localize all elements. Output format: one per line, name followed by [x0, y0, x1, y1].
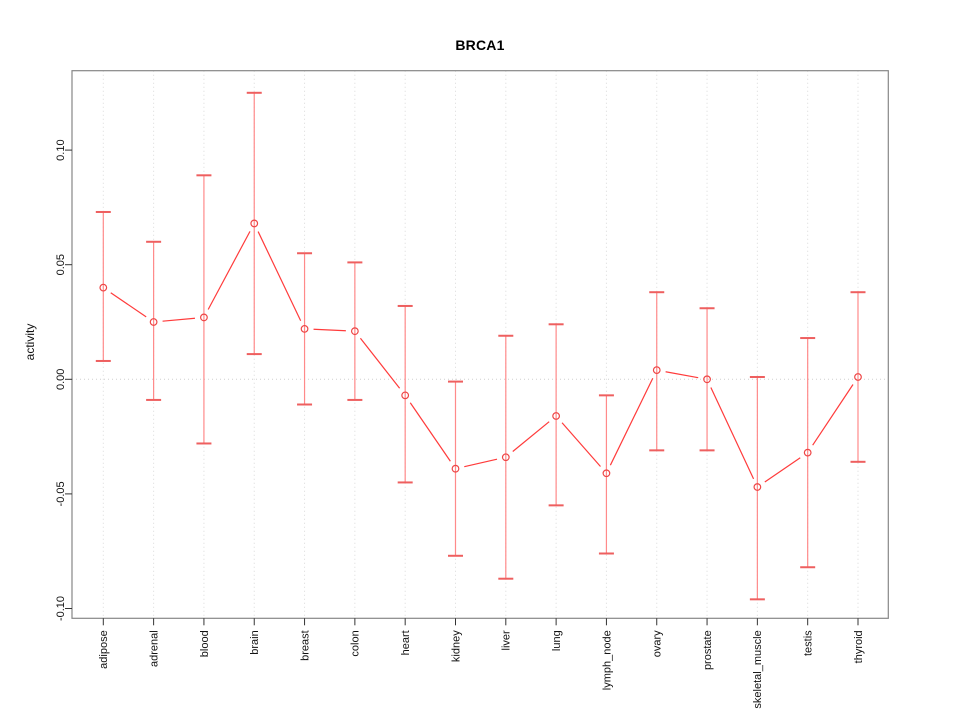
data-point [401, 391, 410, 400]
data-line [110, 231, 854, 483]
data-point [803, 448, 812, 457]
y-tick-label: 0.00 [55, 369, 67, 390]
x-tick-label: heart [400, 630, 412, 655]
x-tick-label: liver [501, 630, 513, 651]
y-axis: -0.10 -0.05 0.00 0.05 0.10 [55, 139, 72, 621]
data-point [602, 469, 611, 478]
error-bars [95, 91, 866, 601]
x-tick-label: lung [551, 630, 563, 651]
x-tick-label: thyroid [853, 630, 865, 663]
data-point [99, 283, 108, 292]
data-point [250, 219, 259, 228]
y-tick-label: 0.05 [55, 254, 67, 275]
x-tick-label: ovary [652, 630, 664, 657]
x-tick-label: kidney [450, 630, 462, 662]
y-tick-label: -0.05 [55, 481, 67, 506]
data-point [854, 373, 862, 381]
data-point [149, 318, 158, 326]
plot-title: BRCA1 [455, 37, 505, 53]
x-tick-label: adipose [98, 630, 110, 669]
data-point [753, 483, 762, 491]
y-tick-label: -0.10 [55, 596, 67, 621]
x-tick-label: breast [299, 630, 311, 661]
gridlines [72, 70, 889, 619]
data-point [451, 464, 460, 473]
data-point [501, 453, 510, 462]
x-tick-label: prostate [702, 630, 714, 670]
x-tick-label: colon [350, 630, 362, 656]
data-point [300, 324, 309, 333]
y-tick-label: 0.10 [55, 139, 67, 160]
data-point [552, 412, 561, 420]
x-tick-label: brain [249, 630, 261, 654]
data-point [200, 313, 208, 322]
data-point [652, 366, 661, 375]
x-tick-label: lymph_node [601, 630, 613, 690]
x-tick-label: skeletal_muscle [752, 630, 764, 708]
x-tick-label: adrenal [148, 630, 160, 667]
data-point [703, 375, 711, 384]
x-tick-label: testis [803, 630, 815, 656]
data-point [350, 327, 359, 336]
x-axis: adipose adrenal blood brain breast colon heart… [98, 618, 865, 709]
plot-frame [71, 70, 889, 619]
x-tick-label: blood [199, 630, 211, 657]
data-points [99, 219, 862, 491]
